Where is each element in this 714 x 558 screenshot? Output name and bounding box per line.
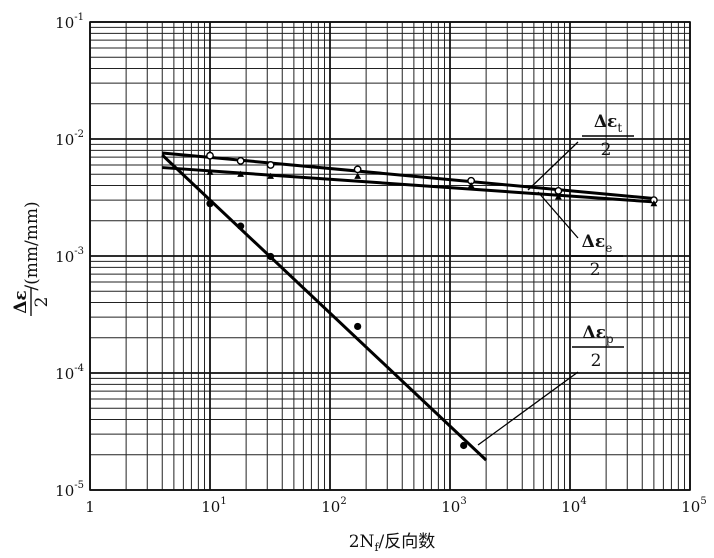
data-point-e xyxy=(354,172,362,179)
leader-line-t xyxy=(527,141,579,191)
y-tick-label: 10-3 xyxy=(55,246,84,266)
x-tick-label: 101 xyxy=(201,496,226,516)
data-point-p xyxy=(267,252,275,261)
x-tick-label: 1 xyxy=(85,498,95,516)
y-label-numerator: Δε xyxy=(11,290,31,314)
y-axis-label: Δε 2 /(mm/mm) xyxy=(11,201,52,316)
data-point-t xyxy=(266,161,275,169)
data-point-e xyxy=(206,168,214,175)
leader-line-e xyxy=(537,191,579,239)
x-tick-label: 102 xyxy=(321,496,346,516)
data-point-e xyxy=(467,181,475,189)
data-point-e xyxy=(554,193,562,200)
series-label-denominator: 2 xyxy=(591,351,602,371)
x-axis-label: 2Nf/反向数 xyxy=(349,532,436,554)
y-tick-label: 10-4 xyxy=(55,363,84,383)
series-label-t: Δεt 2 xyxy=(582,112,634,160)
data-point-e xyxy=(237,170,245,177)
series-label-p: Δεp 2 xyxy=(572,323,624,371)
data-point-t xyxy=(206,151,214,160)
data-points xyxy=(206,151,658,450)
y-tick-label: 10-2 xyxy=(55,129,84,149)
data-point-p xyxy=(354,322,362,331)
y-tick-label: 10-5 xyxy=(55,480,84,500)
data-point-p xyxy=(206,200,214,208)
plot-frame xyxy=(89,21,691,491)
label-leaders xyxy=(477,141,579,446)
fit-line-e xyxy=(162,166,654,204)
data-point-p xyxy=(460,441,468,450)
series-label-numerator: Δεe xyxy=(582,232,613,255)
y-tick-label: 10-1 xyxy=(55,12,84,32)
data-point-p xyxy=(237,222,245,230)
data-point-e xyxy=(267,172,275,179)
x-tick-label: 105 xyxy=(681,496,706,516)
series-label-denominator: 2 xyxy=(590,260,601,280)
y-label-denominator: 2 xyxy=(32,297,52,308)
y-tick-labels: 10-1 10-2 10-3 10-4 10-5 xyxy=(55,12,84,500)
x-tick-label: 104 xyxy=(561,496,586,516)
data-point-t xyxy=(236,156,245,165)
series-labels: Δεt 2 Δεe 2 Δεp 2 xyxy=(571,112,634,371)
y-label-suffix: /(mm/mm) xyxy=(22,201,42,290)
series-label-numerator: Δεp xyxy=(582,323,614,346)
leader-line-p xyxy=(477,371,579,446)
series-label-denominator: 2 xyxy=(601,140,612,160)
data-point-t xyxy=(554,187,563,195)
x-tick-labels: 1 101 102 103 104 105 xyxy=(85,496,707,516)
series-label-e: Δεe 2 xyxy=(571,232,623,280)
data-point-t xyxy=(353,165,362,174)
x-tick-label: 103 xyxy=(441,496,466,516)
series-label-numerator: Δεt xyxy=(594,112,623,135)
fit-line-p xyxy=(161,153,488,462)
data-point-e xyxy=(650,200,658,207)
